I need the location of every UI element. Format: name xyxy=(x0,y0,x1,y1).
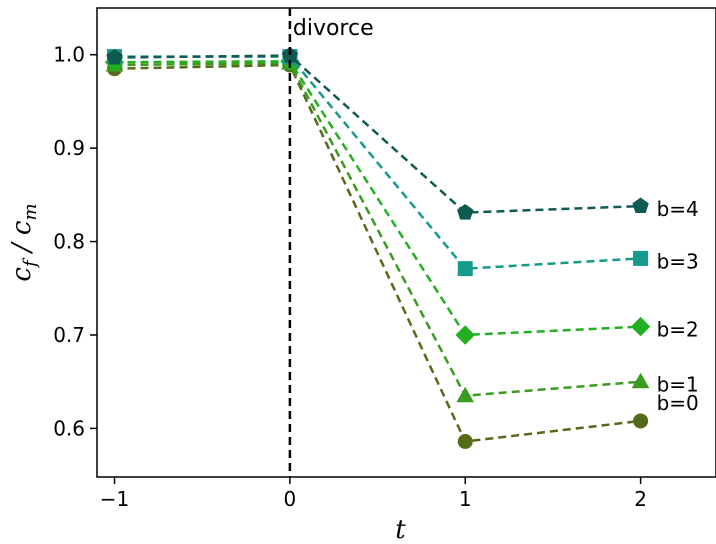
y-tick-label: 0.7 xyxy=(53,323,85,347)
series-label: b=0 xyxy=(657,391,699,415)
pentagon-marker xyxy=(106,48,123,65)
triangle-marker xyxy=(631,372,650,389)
diamond-marker xyxy=(630,316,651,337)
y-tick-label: 0.6 xyxy=(53,416,85,440)
series-line xyxy=(114,61,641,398)
y-label-main: c xyxy=(7,267,37,282)
y-tick-label: 1.0 xyxy=(53,43,85,67)
series-b=0: b=0 xyxy=(107,57,699,449)
x-axis-label: t xyxy=(395,515,406,544)
x-tick-label: −1 xyxy=(100,487,129,511)
x-tick-label: 2 xyxy=(634,487,647,511)
x-tick-label: 0 xyxy=(284,487,297,511)
circle-marker xyxy=(633,413,649,429)
x-tick-label: 1 xyxy=(459,487,472,511)
divorce-annotation: divorce xyxy=(293,16,374,41)
pentagon-marker xyxy=(457,203,474,220)
series-b=3: b=3 xyxy=(107,49,699,277)
y-axis-label: cf / cm xyxy=(7,203,41,281)
y-label-sep: / xyxy=(7,235,37,260)
y-label-sub-m: m xyxy=(20,203,41,220)
y-label-main2: c xyxy=(7,220,37,235)
square-marker xyxy=(633,250,649,266)
series-line xyxy=(114,60,641,337)
series-b=2: b=2 xyxy=(104,51,699,345)
series-label: b=4 xyxy=(657,197,699,221)
series-line xyxy=(114,55,641,270)
y-tick-label: 0.8 xyxy=(53,230,85,254)
series-label: b=3 xyxy=(657,249,699,273)
series-label: b=1 xyxy=(657,373,699,397)
axis-ticks: −1 0 1 2 0.6 0.7 0.8 0.9 1.0 xyxy=(53,43,647,511)
series-b=1: b=1 xyxy=(105,54,699,403)
series-layer: b=0b=1 b=2 b=3 b=4 xyxy=(104,46,699,449)
diamond-marker xyxy=(455,325,475,345)
triangle-marker xyxy=(456,386,475,403)
series-line xyxy=(114,63,641,443)
square-marker xyxy=(457,261,473,277)
plot-frame xyxy=(96,7,716,478)
series-b=4: b=4 xyxy=(106,46,699,221)
y-tick-label: 0.9 xyxy=(53,136,85,160)
series-line xyxy=(114,54,641,214)
series-label: b=2 xyxy=(657,318,699,342)
pentagon-marker xyxy=(632,197,649,213)
circle-marker xyxy=(457,433,473,449)
